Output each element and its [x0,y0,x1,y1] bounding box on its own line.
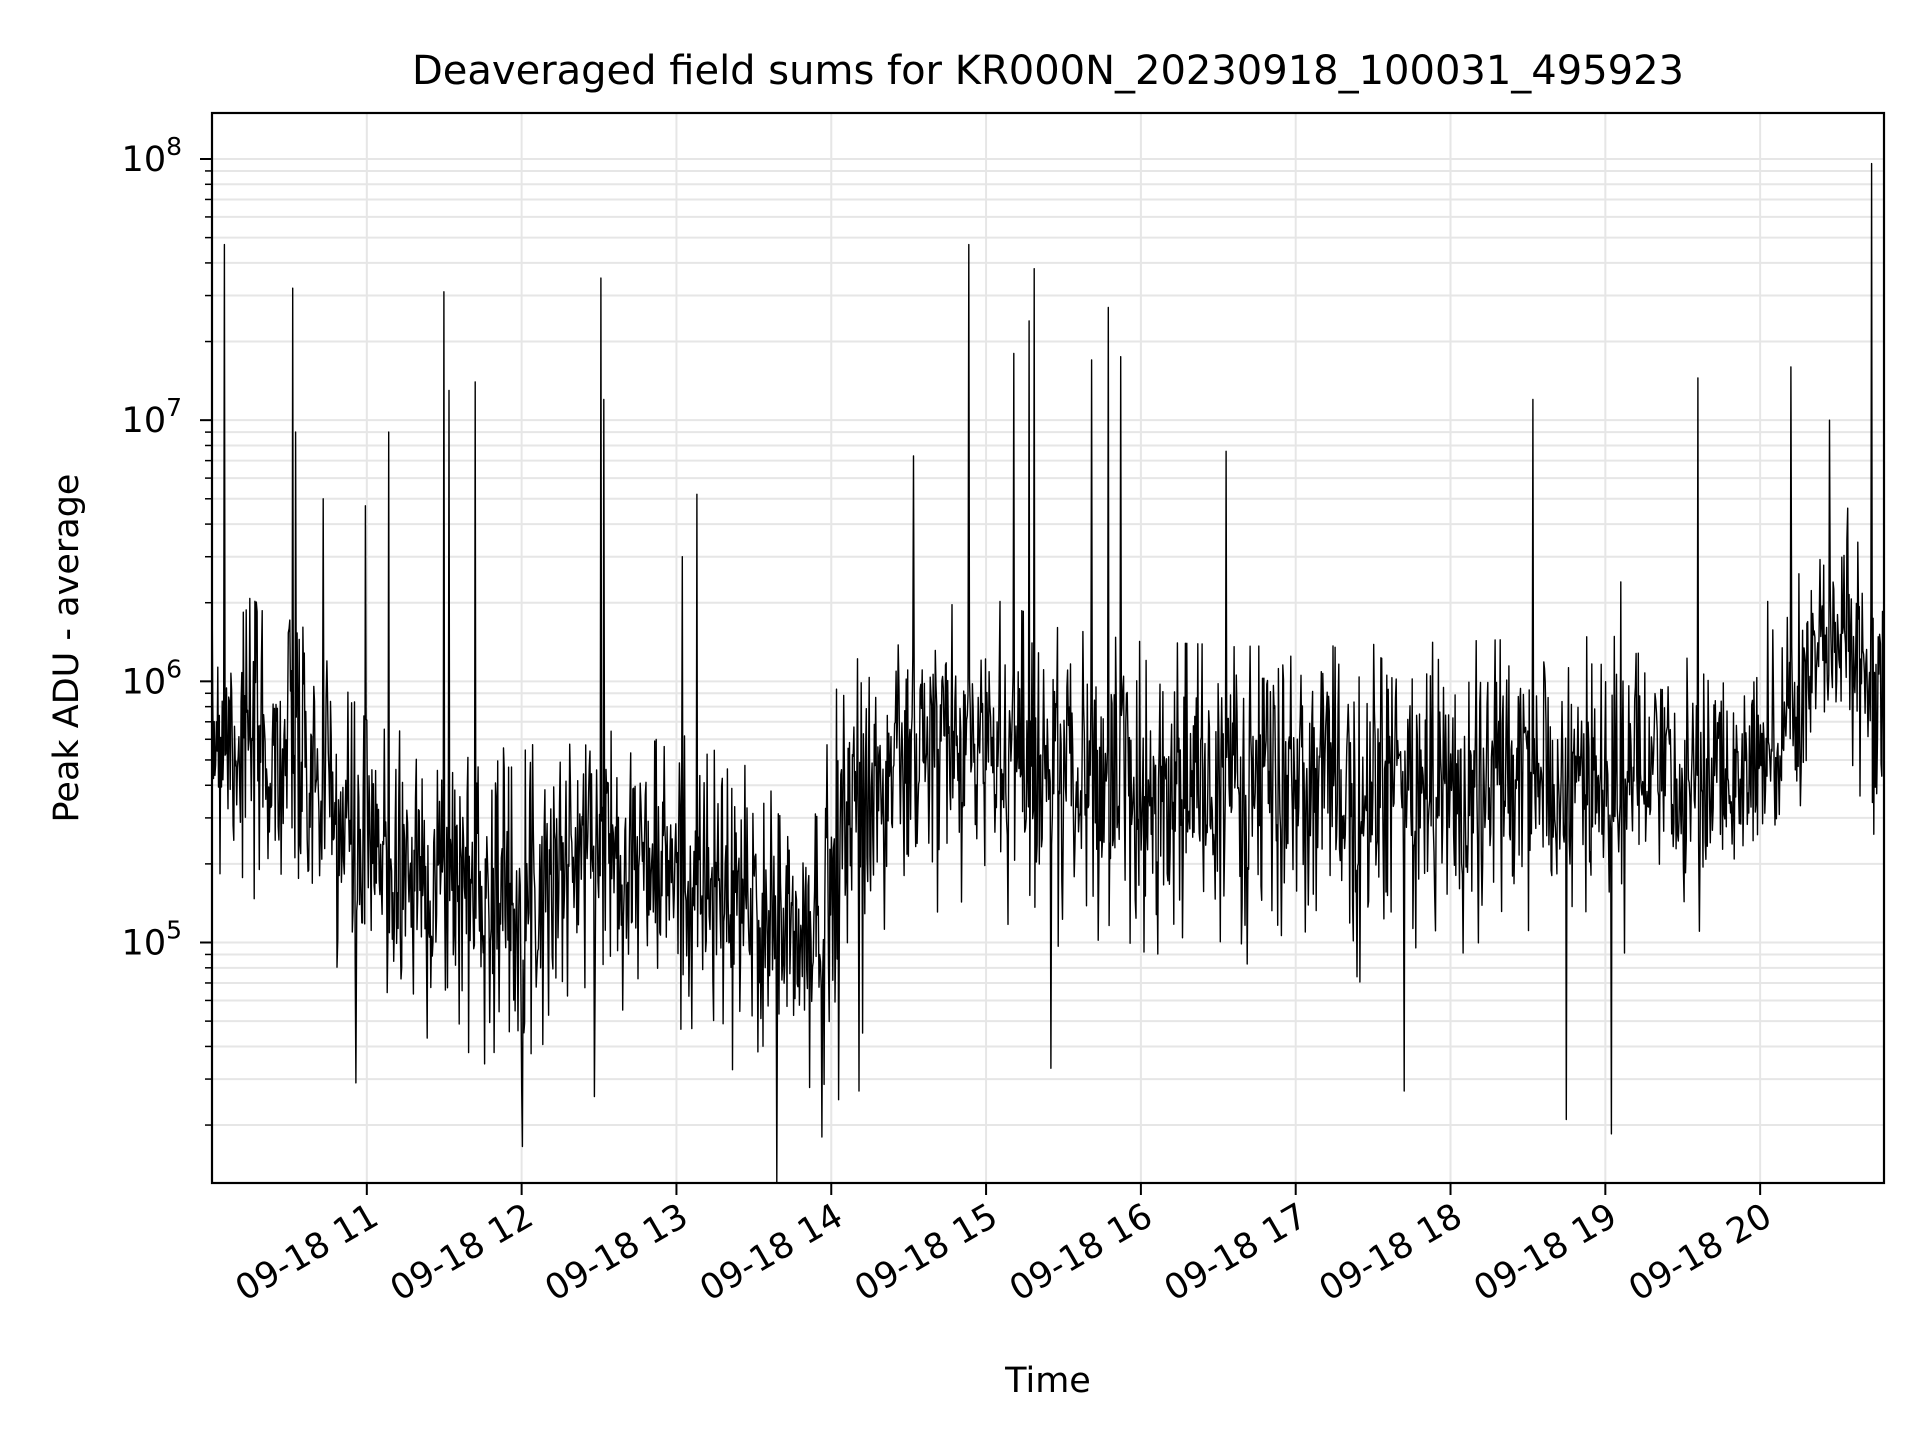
peak-point [1225,450,1227,452]
peak-point [912,455,914,457]
peak-point [322,498,324,500]
series-line [211,162,1885,1184]
x-axis-label: Time [1004,1361,1091,1401]
peak-point [1697,377,1699,379]
peak-point [474,381,476,383]
y-axis: 105 106 107 108 [122,132,212,1126]
peak-point [603,398,605,400]
y-axis-label: Peak ADU - average [47,474,87,823]
peak-point [1013,352,1015,354]
peak-point [223,244,225,246]
plot-frame [210,111,1886,1185]
peak-point [1871,163,1873,165]
peak-point [1107,307,1109,309]
peak-point [1790,366,1792,368]
peak-point [1090,359,1092,361]
y-tick-label: 107 [122,393,182,441]
peak-point [600,277,602,279]
y-tick-label: 105 [122,916,182,964]
peak-point [364,505,366,507]
peak-point [696,493,698,495]
peak-point [295,431,297,433]
peak-point [387,431,389,433]
peak-point [1532,398,1534,400]
peak-point [1620,581,1622,583]
peak-point [292,287,294,289]
chart-title: Deaveraged field sums for KR000N_2023091… [412,48,1684,94]
peak-point [1033,268,1035,270]
data-series [211,162,1885,1184]
peak-point [1120,356,1122,358]
peak-point [1829,419,1831,421]
peak-point [968,244,970,246]
peak-point [682,556,684,558]
peak-point [448,389,450,391]
peak-point [1028,320,1030,322]
peak-point [443,291,445,293]
y-tick-label: 108 [122,132,182,180]
y-tick-label: 106 [122,654,182,702]
